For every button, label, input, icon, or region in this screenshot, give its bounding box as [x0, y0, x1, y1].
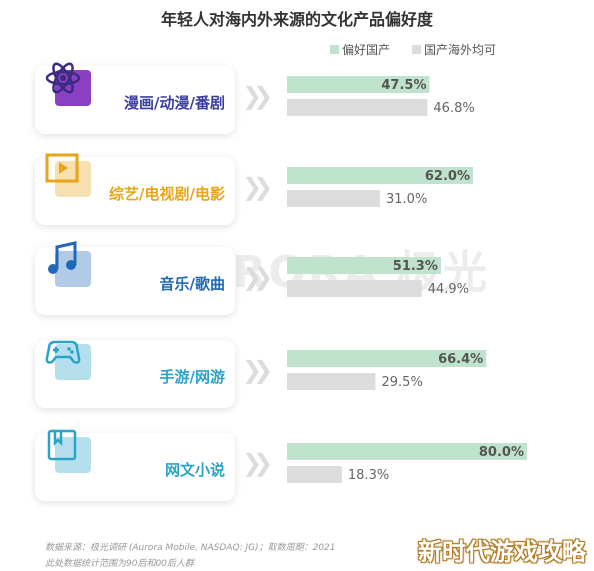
category-card: 网文小说 — [35, 429, 235, 501]
legend-swatch — [330, 45, 339, 54]
chevron-icon: ❯❯ — [242, 263, 273, 291]
chevron-icon: ❯❯ — [242, 82, 273, 110]
category-label: 漫画/动漫/番剧 — [124, 94, 225, 112]
category-label: 手游/网游 — [159, 368, 225, 386]
legend-label: 国产海外均可 — [424, 43, 497, 57]
watermark-badge: 新时代游戏攻略 — [418, 538, 586, 566]
footnote-scope: 此处数据统计范围为90后和00后人群 — [45, 559, 194, 569]
data-label: 46.8% — [433, 101, 474, 116]
data-label: 62.0% — [425, 169, 470, 184]
category-label: 音乐/歌曲 — [159, 275, 225, 293]
chevron-icon: ❯❯ — [242, 173, 273, 201]
data-label: 29.5% — [382, 375, 423, 390]
bar-domestic-or-overseas — [287, 373, 376, 390]
data-label: 66.4% — [438, 352, 483, 367]
data-label: 31.0% — [386, 192, 427, 207]
bar-preference-domestic — [287, 443, 527, 460]
category-card: 综艺/电视剧/电影 — [35, 153, 235, 225]
chevron-icon: ❯❯ — [242, 356, 273, 384]
bar-preference-domestic — [287, 167, 473, 184]
legend-swatch — [412, 45, 422, 54]
bar-domestic-or-overseas — [287, 99, 428, 116]
legend-label: 偏好国产 — [342, 43, 391, 57]
bar-domestic-or-overseas — [287, 190, 380, 207]
category-card: 手游/网游 — [35, 340, 235, 408]
bar-domestic-or-overseas — [287, 466, 342, 483]
chart-title: 年轻人对海内外来源的文化产品偏好度 — [160, 10, 433, 29]
footnote-source: 数据来源：极光调研 (Aurora Mobile, NASDAQ: JG)；取数… — [45, 543, 336, 553]
gamepad-icon — [43, 332, 91, 380]
bar-preference-domestic — [287, 350, 487, 367]
data-label: 18.3% — [348, 468, 389, 483]
book-icon — [43, 425, 91, 473]
chevron-icon: ❯❯ — [242, 449, 273, 477]
category-card: 音乐/歌曲 — [35, 241, 235, 315]
legend-item-series-1: 偏好国产 — [330, 41, 390, 58]
music-note-icon — [43, 239, 91, 287]
category-card: 漫画/动漫/番剧 — [35, 62, 235, 134]
category-label: 网文小说 — [164, 461, 225, 479]
legend: 偏好国产 国产海外均可 — [330, 41, 496, 58]
bar-preference-domestic — [287, 76, 430, 93]
data-label: 80.0% — [479, 445, 524, 460]
data-label: 47.5% — [381, 78, 426, 93]
legend-item-series-2: 国产海外均可 — [412, 41, 496, 58]
video-play-icon — [43, 149, 91, 197]
atom-icon — [43, 58, 91, 106]
category-label: 综艺/电视剧/电影 — [109, 185, 225, 203]
